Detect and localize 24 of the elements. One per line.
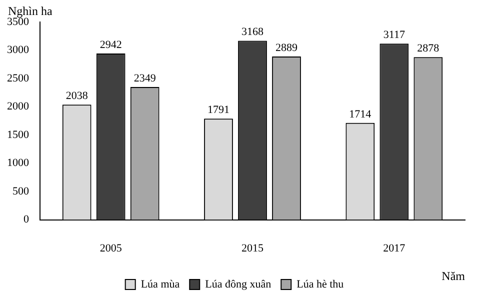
y-tick-label: 1500 xyxy=(7,128,30,141)
x-tick-label: 2015 xyxy=(242,242,264,254)
legend-label: Lúa đông xuân xyxy=(205,278,272,290)
y-tick-label: 3000 xyxy=(7,44,30,56)
legend-label: Lúa mùa xyxy=(140,278,180,290)
data-label: 2878 xyxy=(417,42,440,55)
data-label: 2349 xyxy=(134,72,156,84)
y-tick-label: 500 xyxy=(12,185,30,198)
y-axis-title: Nghìn ha xyxy=(8,4,53,18)
legend-label: Lúa hè thu xyxy=(296,278,344,290)
data-label: 2889 xyxy=(276,42,298,54)
data-label: 2038 xyxy=(66,90,88,102)
data-label: 2942 xyxy=(100,38,122,51)
x-tick-label: 2017 xyxy=(383,242,406,254)
y-tick-label: 2500 xyxy=(7,72,30,84)
x-tick-label: 2005 xyxy=(100,242,122,254)
x-axis-title: Năm xyxy=(442,269,466,284)
data-label: 3117 xyxy=(383,29,406,42)
y-tick-label: 1000 xyxy=(7,157,30,170)
data-label: 3168 xyxy=(242,26,264,38)
data-label: 1714 xyxy=(349,108,372,120)
y-tick-label: 2000 xyxy=(7,100,30,113)
data-label: 1791 xyxy=(208,104,230,116)
y-tick-label: 0 xyxy=(24,214,30,226)
